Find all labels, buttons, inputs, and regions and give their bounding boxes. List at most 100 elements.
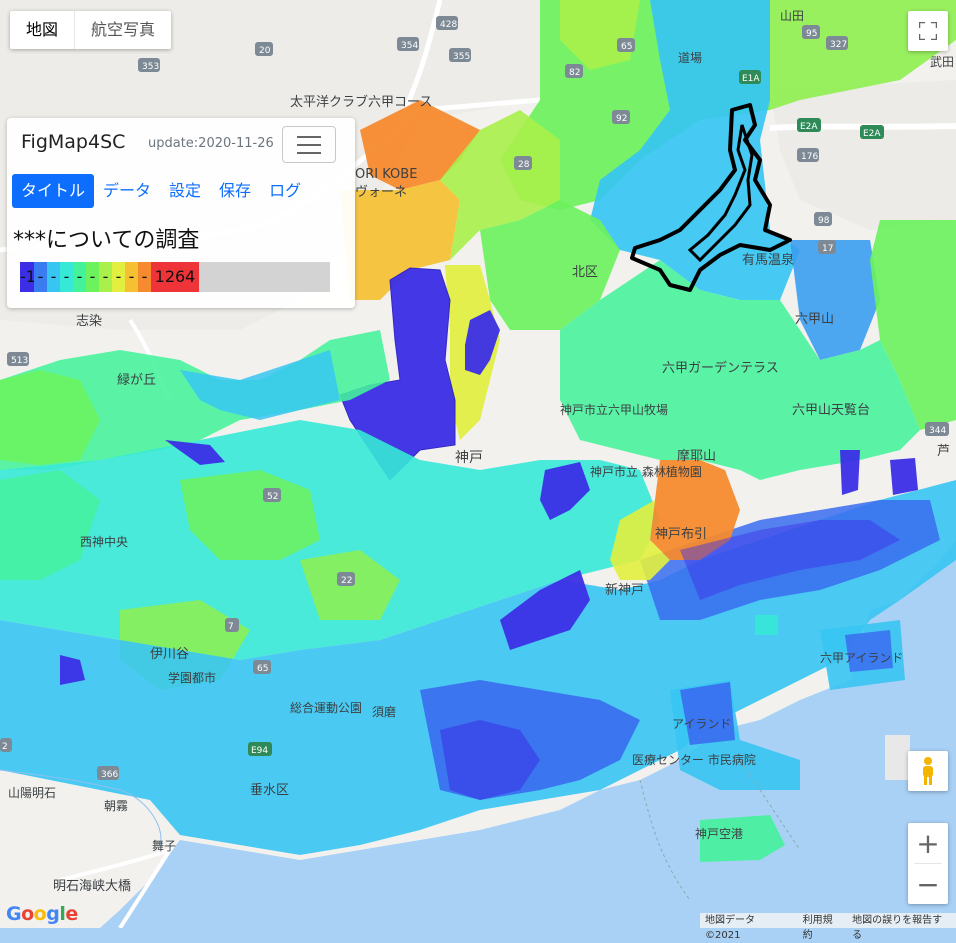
svg-text:98: 98: [818, 216, 830, 226]
figmap-panel: FigMap4SC update:2020-11-26 タイトル データ 設定 …: [7, 118, 355, 308]
region-far-west[interactable]: [0, 470, 100, 580]
svg-text:176: 176: [801, 152, 818, 162]
region-dense-urban-1[interactable]: [440, 720, 540, 800]
svg-text:E2A: E2A: [863, 129, 881, 139]
region-mid-green[interactable]: [180, 470, 320, 560]
land-patch: [885, 735, 910, 780]
region-yellow-nw[interactable]: [340, 180, 460, 300]
map-label-yamada: 山田: [780, 9, 804, 23]
region-darkblue-5[interactable]: [165, 440, 225, 465]
menu-toggle-button[interactable]: [282, 126, 336, 163]
region-green-center[interactable]: [480, 200, 620, 330]
map-label-rokko: 六甲山: [795, 312, 834, 327]
tab-data[interactable]: データ: [103, 181, 152, 200]
region-yg-nw[interactable]: [440, 110, 560, 260]
color-legend: -1 - - - - - - - - - 1264: [20, 262, 330, 292]
map-label-ashiya: 芦: [937, 444, 950, 459]
ferry-route: [639, 779, 691, 901]
region-darkblue-4[interactable]: [540, 462, 590, 520]
svg-text:7: 7: [228, 622, 234, 632]
coastline: [0, 769, 162, 846]
legend-step: -: [86, 262, 99, 292]
region-rokko-hills[interactable]: [560, 260, 920, 480]
map-label-kobe: 神戸: [455, 450, 483, 466]
region-darkblue-8[interactable]: [890, 458, 918, 495]
zoom-control: + −: [908, 823, 948, 904]
selected-region-outline[interactable]: [630, 103, 792, 292]
svg-text:28: 28: [518, 160, 530, 170]
region-maya-orange[interactable]: [650, 460, 740, 560]
legend-step: -: [125, 262, 138, 292]
map-label-garden: 六甲ガーデンテラス: [662, 360, 779, 376]
map-label-asagiri: 朝霧: [104, 799, 128, 813]
map-label-maiko: 舞子: [152, 839, 176, 853]
tab-settings[interactable]: 設定: [169, 181, 202, 200]
pegman-icon: [923, 757, 933, 785]
map-label-rokko-island: 六甲アイランド: [820, 651, 903, 665]
region-rokko-island-core[interactable]: [845, 630, 893, 672]
zoom-in-button[interactable]: +: [916, 826, 940, 860]
svg-text:353: 353: [142, 62, 159, 72]
region-darkblue-6[interactable]: [60, 655, 85, 685]
svg-text:65: 65: [257, 664, 268, 674]
region-north-yellowgreen[interactable]: [560, 0, 640, 70]
selected-region-inner: [687, 124, 754, 263]
region-darkblue-7[interactable]: [840, 450, 860, 495]
map-type-satellite-button[interactable]: 航空写真: [74, 11, 171, 49]
region-darkblue-3[interactable]: [500, 570, 590, 650]
region-port-island-core[interactable]: [680, 682, 735, 745]
tab-log[interactable]: ログ: [269, 181, 302, 200]
svg-text:513: 513: [11, 356, 28, 366]
svg-text:344: 344: [929, 426, 946, 436]
region-mid-cyan[interactable]: [0, 420, 660, 660]
map-label-tarumi: 垂水区: [250, 783, 289, 798]
region-kobe-airport[interactable]: [700, 815, 785, 862]
tab-save[interactable]: 保存: [219, 181, 252, 200]
svg-text:95: 95: [806, 29, 817, 39]
region-rokkosan[interactable]: [790, 240, 880, 360]
region-small-island[interactable]: [755, 615, 778, 635]
attribution-bar: 地図データ ©2021 利用規約 地図の誤りを報告する: [700, 913, 956, 941]
urban-area: [770, 80, 956, 230]
map-label-tenran: 六甲山天覧台: [792, 402, 870, 418]
region-east-urban[interactable]: [640, 500, 940, 620]
ferry-route: [739, 759, 801, 851]
legend-min: -1: [20, 262, 36, 292]
svg-text:65: 65: [621, 42, 632, 52]
terms-link[interactable]: 利用規約: [802, 915, 833, 941]
svg-text:82: 82: [569, 68, 580, 78]
report-error-link[interactable]: 地図の誤りを報告する: [852, 915, 943, 941]
region-darkblue-2[interactable]: [465, 310, 500, 375]
map-label-shinkobe: 新神戸: [605, 582, 644, 598]
region-west-cyan[interactable]: [180, 350, 340, 420]
map-label-dojo: 道場: [678, 51, 702, 65]
svg-text:354: 354: [401, 41, 418, 51]
region-east-green[interactable]: [870, 220, 956, 430]
street-view-pegman[interactable]: [908, 751, 948, 791]
svg-text:E1A: E1A: [742, 74, 760, 84]
legend-step: -: [99, 262, 112, 292]
region-nunobiki-yellow[interactable]: [610, 500, 670, 580]
svg-text:355: 355: [453, 52, 470, 62]
map-label-wanone: ヴォーネ: [355, 184, 407, 200]
svg-text:17: 17: [822, 244, 833, 254]
svg-text:22: 22: [341, 576, 352, 586]
google-logo[interactable]: Google: [6, 903, 78, 925]
map-label-forest: 神戸市立 森林植物園: [590, 464, 702, 479]
fullscreen-button[interactable]: [908, 11, 948, 51]
map-label-golf: 太平洋クラブ六甲コース: [290, 94, 432, 110]
region-west-lightgreen[interactable]: [0, 370, 100, 465]
map-label-iryo: 医療センター 市民病院: [632, 752, 756, 767]
zoom-out-button[interactable]: −: [916, 867, 940, 901]
map-type-map-button[interactable]: 地図: [26, 20, 59, 39]
svg-text:327: 327: [830, 40, 847, 50]
map-label-sogoundo: 総合運動公園: [290, 700, 362, 715]
map-label-kobe-partial: ORI KOBE: [355, 167, 417, 182]
region-dense-urban-2[interactable]: [680, 520, 900, 600]
update-date: update:2020-11-26: [148, 136, 274, 151]
panel-tabs: タイトル データ 設定 保存 ログ: [12, 174, 310, 208]
tab-title[interactable]: タイトル: [12, 174, 95, 208]
legend-step: -: [73, 262, 86, 292]
legend-max: 1264: [151, 262, 199, 292]
